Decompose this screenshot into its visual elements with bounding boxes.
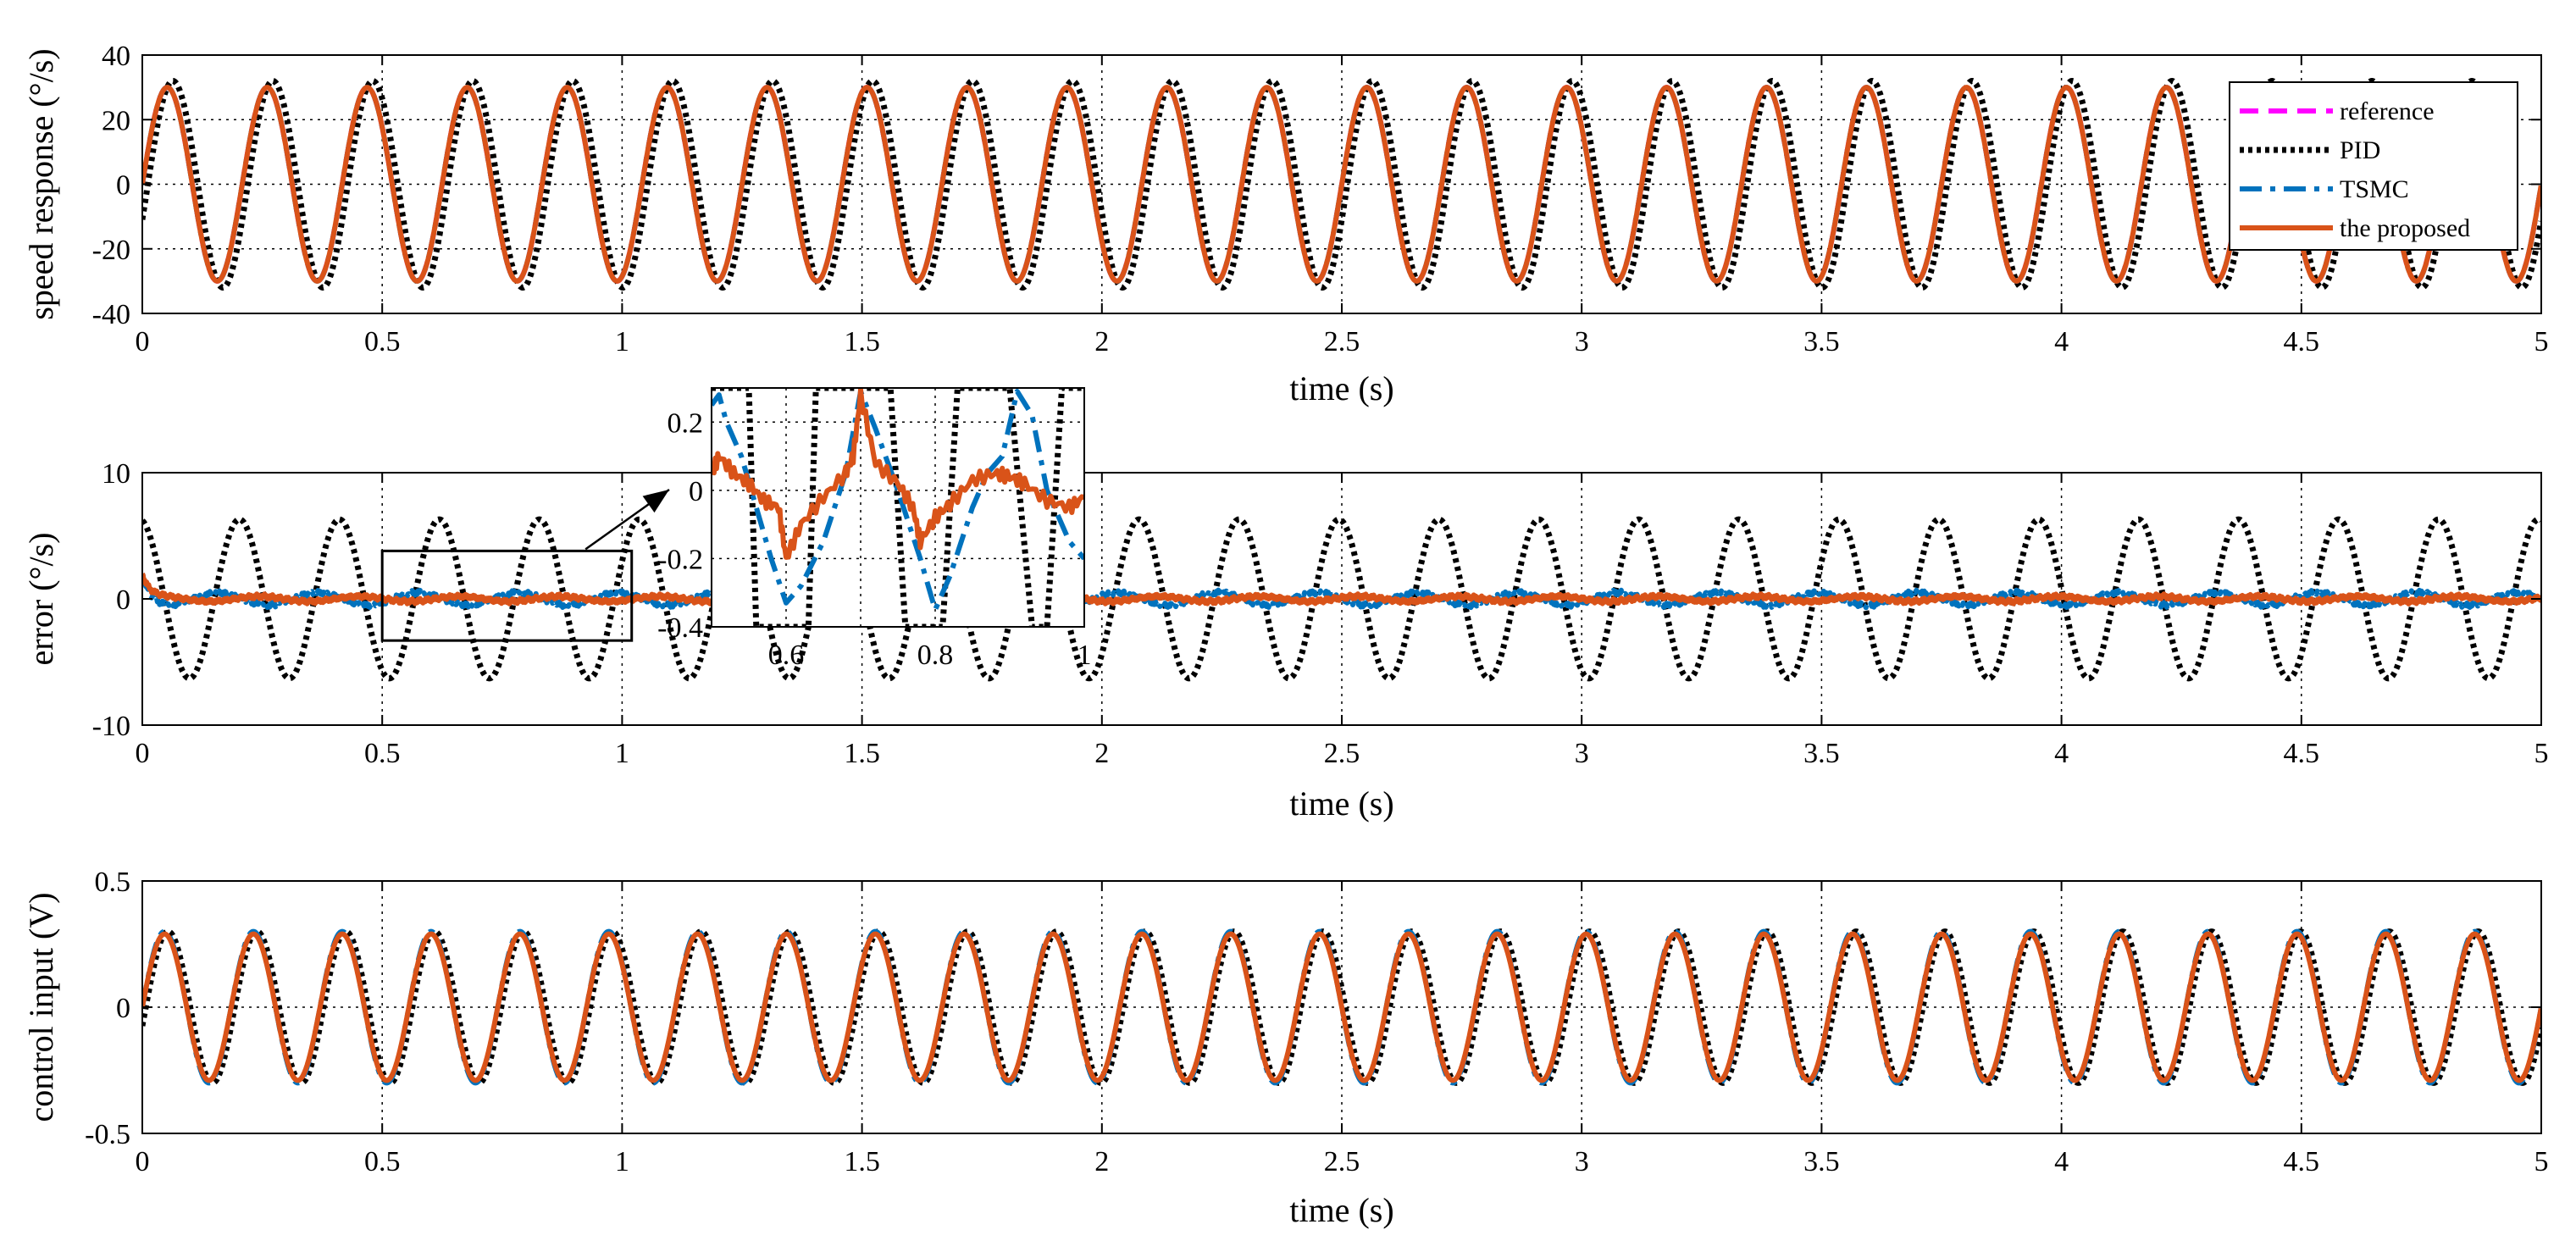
- zoom-box: [380, 549, 634, 642]
- x-tick-label: 1: [615, 1146, 629, 1177]
- x-tick-label: 5: [2534, 326, 2549, 357]
- x-tick-label: 0.5: [364, 326, 401, 357]
- inset-y-tick-label: -0.2: [657, 544, 703, 575]
- legend: reference PID TSMC the proposed: [2229, 81, 2518, 251]
- x-tick-label: 4.5: [2284, 1146, 2320, 1177]
- zoom-arrow-head: [642, 490, 669, 513]
- x-axis-label: time (s): [1289, 1191, 1393, 1229]
- y-axis-label: speed response (°/s): [22, 48, 60, 319]
- x-axis-label: time (s): [1289, 784, 1393, 823]
- y-tick-label: 40: [102, 41, 130, 72]
- legend-label-pid: PID: [2340, 136, 2380, 164]
- inset-series-line-tsmc: [712, 389, 1084, 612]
- x-tick-label: 4: [2054, 1146, 2069, 1177]
- series-line-pid: [142, 516, 2541, 682]
- y-tick-label: 0: [116, 584, 130, 616]
- x-tick-label: 0.5: [364, 738, 401, 769]
- legend-label-tsmc: TSMC: [2340, 175, 2409, 203]
- series-line-pid: [142, 928, 2541, 1086]
- x-tick-label: 2.5: [1324, 1146, 1360, 1177]
- y-tick-label: 0: [116, 993, 130, 1024]
- x-tick-label: 4: [2054, 738, 2069, 769]
- x-tick-label: 2: [1094, 326, 1109, 357]
- legend-label-proposed: the proposed: [2340, 214, 2470, 242]
- y-tick-label: -40: [92, 299, 130, 330]
- x-tick-label: 0: [136, 738, 150, 769]
- inset-plot: 0.6 0.8 1 -0.4 -0.2 0 0.2: [657, 387, 1092, 671]
- panel-speed: 0 0.5 1 1.5 2 2.5 3 3.5 4 4.5 5 -40 -20 0 20 40 time (s)…: [22, 41, 2549, 407]
- x-tick-label: 0.5: [364, 1146, 401, 1177]
- x-tick-label: 3: [1575, 1146, 1589, 1177]
- series-line-proposed: [142, 85, 2541, 284]
- inset-y-tick-label: 0: [689, 476, 703, 507]
- inset-x-tick-label: 1: [1077, 640, 1092, 671]
- y-tick-label: 10: [102, 458, 130, 490]
- inset-frame: [711, 387, 1085, 628]
- x-tick-label: 1.5: [844, 326, 880, 357]
- x-tick-label: 3.5: [1803, 738, 1840, 769]
- x-tick-label: 3: [1575, 326, 1589, 357]
- x-tick-label: 5: [2534, 1146, 2549, 1177]
- x-tick-label: 4.5: [2284, 326, 2320, 357]
- x-tick-label: 1.5: [844, 1146, 880, 1177]
- y-tick-label: -0.5: [85, 1119, 130, 1150]
- series-line-proposed: [142, 573, 2541, 607]
- x-tick-label: 3.5: [1803, 1146, 1840, 1177]
- x-tick-label: 1: [615, 326, 629, 357]
- x-tick-label: 3: [1575, 738, 1589, 769]
- y-axis-label: control input (V): [22, 892, 60, 1122]
- y-tick-label: 0: [116, 170, 130, 202]
- x-tick-label: 2.5: [1324, 326, 1360, 357]
- y-tick-label: 20: [102, 105, 130, 136]
- inset-series-line-proposed: [712, 388, 1084, 560]
- x-tick-label: 2.5: [1324, 738, 1360, 769]
- series-line-pid: [142, 78, 2541, 291]
- x-tick-label: 0: [136, 1146, 150, 1177]
- inset-x-tick-label: 0.6: [768, 640, 805, 671]
- x-tick-label: 1: [615, 738, 629, 769]
- inset-y-tick-label: 0.2: [668, 407, 704, 439]
- y-axis-label: error (°/s): [22, 532, 60, 665]
- x-tick-label: 0: [136, 326, 150, 357]
- x-axis-label: time (s): [1289, 369, 1393, 407]
- legend-label-reference: reference: [2340, 97, 2435, 125]
- x-tick-label: 2: [1094, 1146, 1109, 1177]
- x-tick-label: 3.5: [1803, 326, 1840, 357]
- y-tick-label: -20: [92, 235, 130, 266]
- x-tick-label: 5: [2534, 738, 2549, 769]
- y-tick-label: 0.5: [95, 867, 131, 898]
- y-tick-label: -10: [92, 711, 130, 742]
- x-tick-label: 2: [1094, 738, 1109, 769]
- x-tick-label: 4.5: [2284, 738, 2320, 769]
- inset-y-tick-label: -0.4: [657, 612, 703, 644]
- series-line-proposed: [142, 931, 2541, 1083]
- inset-x-tick-label: 0.8: [917, 640, 954, 671]
- x-tick-label: 4: [2054, 326, 2069, 357]
- x-tick-label: 1.5: [844, 738, 880, 769]
